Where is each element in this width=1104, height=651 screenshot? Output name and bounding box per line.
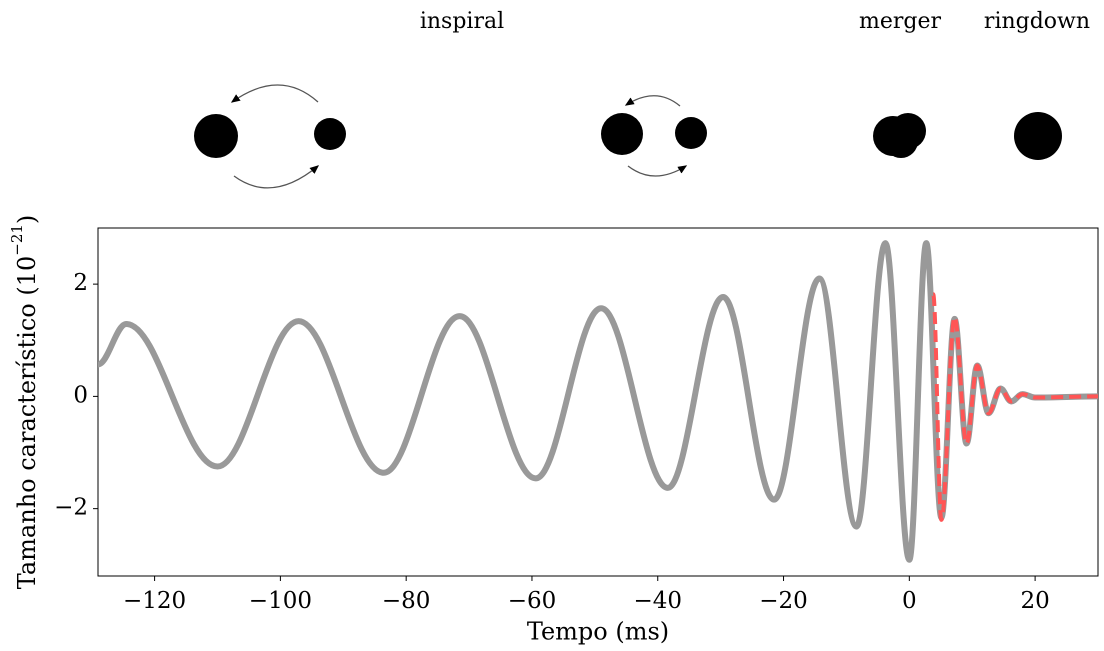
x-tick-label: −40 <box>633 588 682 614</box>
y-label-text: Tamanho característico (10 <box>13 256 41 590</box>
y-label-exponent: −21 <box>8 224 26 256</box>
y-label-close: ) <box>13 215 41 224</box>
annotation: merger <box>859 9 942 34</box>
x-tick-label: −80 <box>382 588 431 614</box>
series-line <box>931 292 1098 522</box>
plot-frame <box>97 227 1099 577</box>
annotation: inspiral <box>420 9 504 34</box>
y-tick-label: 2 <box>73 270 88 296</box>
x-tick-label: 0 <box>902 588 917 614</box>
x-tick-label: −100 <box>249 588 312 614</box>
annotation: ringdown <box>984 9 1090 34</box>
plot-area <box>98 240 1098 563</box>
x-tick-label: 20 <box>1020 588 1049 614</box>
y-axis-label: Tamanho característico (10−21) <box>8 215 41 590</box>
y-tick-label: 0 <box>73 382 88 408</box>
x-tick-label: −60 <box>508 588 557 614</box>
x-tick-label: −120 <box>123 588 186 614</box>
x-tick-label: −20 <box>759 588 808 614</box>
x-axis-label: Tempo (ms) <box>527 618 669 646</box>
y-tick-label: −2 <box>54 495 88 521</box>
binary-illustration <box>194 84 1062 189</box>
